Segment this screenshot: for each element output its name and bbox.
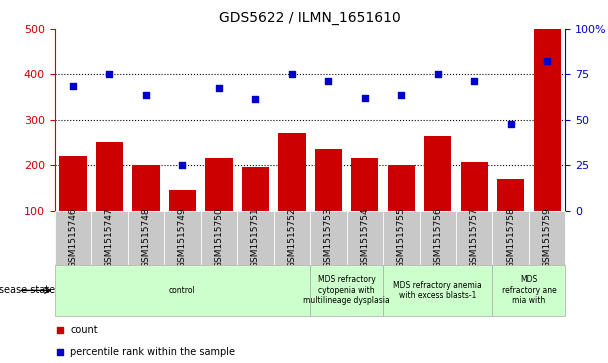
Bar [314,149,342,256]
Text: GSM1515750: GSM1515750 [215,207,223,268]
Bar [168,190,196,256]
FancyBboxPatch shape [420,211,456,265]
Bar [132,165,159,256]
Bar [241,167,269,256]
Text: MDS refractory anemia
with excess blasts-1: MDS refractory anemia with excess blasts… [393,281,482,300]
Point [433,72,443,77]
FancyBboxPatch shape [383,211,420,265]
Point [506,121,516,127]
FancyBboxPatch shape [383,265,492,316]
Point [141,92,151,98]
Point [360,95,370,101]
Bar [351,158,378,256]
FancyBboxPatch shape [201,211,237,265]
FancyBboxPatch shape [492,265,565,316]
Text: MDS
refractory ane
mia with: MDS refractory ane mia with [502,276,556,305]
Bar [95,143,123,256]
FancyBboxPatch shape [55,265,310,316]
FancyBboxPatch shape [347,211,383,265]
Text: percentile rank within the sample: percentile rank within the sample [70,347,235,357]
Point [55,349,64,355]
Bar [278,134,305,256]
Bar [205,158,232,256]
Point [396,92,406,98]
Text: GSM1515753: GSM1515753 [324,207,333,268]
Bar [60,156,86,256]
FancyBboxPatch shape [55,211,91,265]
Text: GSM1515751: GSM1515751 [251,207,260,268]
Text: count: count [70,325,98,335]
Point [287,72,297,77]
Text: disease state: disease state [0,285,55,295]
Bar [424,136,451,256]
Point [469,78,479,84]
FancyBboxPatch shape [274,211,310,265]
Point [323,78,333,84]
Point [55,327,64,333]
Text: GSM1515748: GSM1515748 [142,207,150,268]
Bar [460,162,488,256]
Text: GSM1515749: GSM1515749 [178,207,187,268]
Point [214,85,224,91]
FancyBboxPatch shape [310,265,383,316]
Point [105,72,114,77]
Text: MDS refractory
cytopenia with
multilineage dysplasia: MDS refractory cytopenia with multilinea… [303,276,390,305]
Text: GSM1515757: GSM1515757 [470,207,478,268]
FancyBboxPatch shape [492,211,529,265]
Text: GSM1515754: GSM1515754 [361,207,369,268]
Point [68,83,78,89]
Text: GSM1515752: GSM1515752 [288,207,296,268]
Text: GSM1515758: GSM1515758 [506,207,515,268]
Bar [387,165,415,256]
Text: GSM1515747: GSM1515747 [105,207,114,268]
FancyBboxPatch shape [237,211,274,265]
FancyBboxPatch shape [456,211,492,265]
Text: GSM1515759: GSM1515759 [543,207,551,268]
Point [542,58,552,64]
FancyBboxPatch shape [91,211,128,265]
Text: GSM1515756: GSM1515756 [434,207,442,268]
FancyBboxPatch shape [310,211,347,265]
Text: GSM1515755: GSM1515755 [397,207,406,268]
FancyBboxPatch shape [128,211,164,265]
Bar [533,29,561,256]
Point [250,97,260,102]
Title: GDS5622 / ILMN_1651610: GDS5622 / ILMN_1651610 [219,11,401,25]
FancyBboxPatch shape [164,211,201,265]
Bar [497,179,524,256]
Text: GSM1515746: GSM1515746 [69,207,77,268]
FancyBboxPatch shape [529,211,565,265]
Point [178,162,187,168]
Text: control: control [169,286,196,295]
